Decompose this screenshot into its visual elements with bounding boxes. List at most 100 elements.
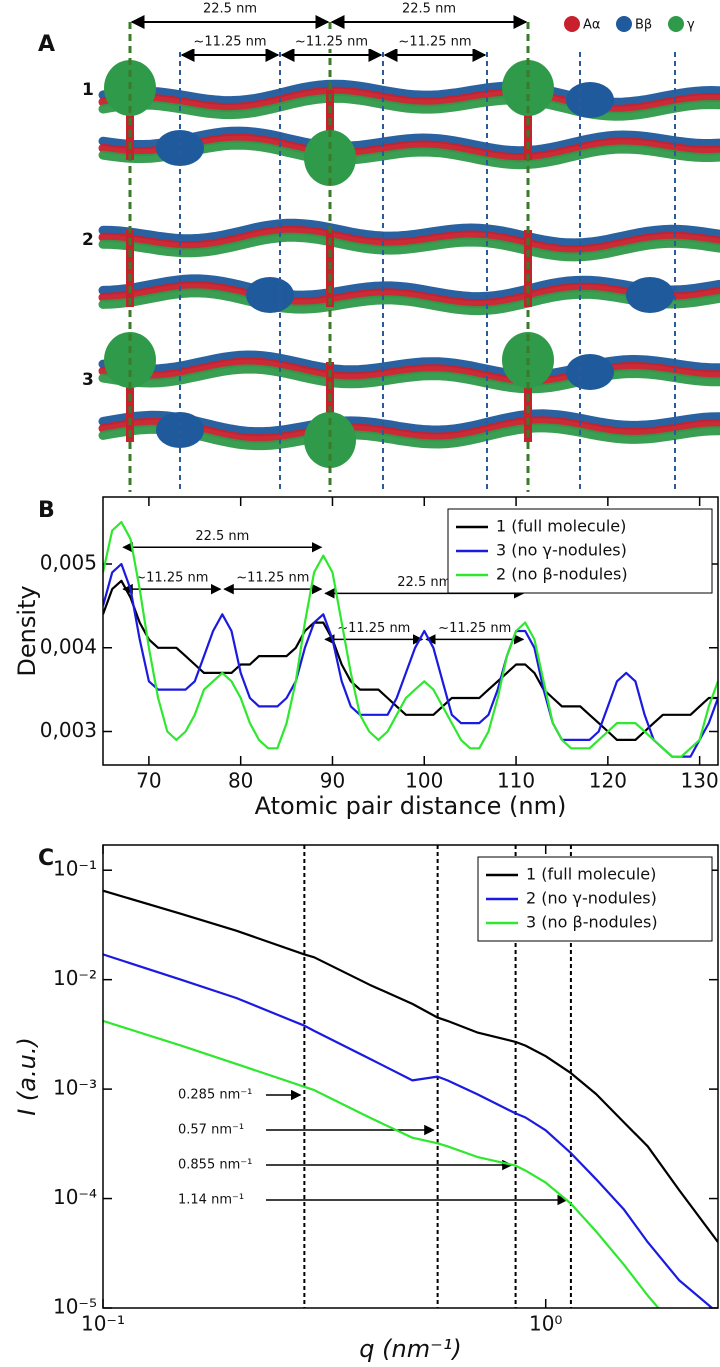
fiber-strand [98, 409, 720, 437]
fiber-strand [98, 274, 720, 302]
label-bg [395, 33, 475, 49]
fiber-strand [98, 86, 720, 114]
row-label: 1 [82, 80, 94, 100]
legend-label: 1 (full molecule) [496, 517, 626, 536]
legend-label: 3 (no β-nodules) [526, 913, 658, 932]
fiber-strand [98, 126, 720, 156]
d-region [326, 362, 334, 442]
x-tick-label: 10⁻¹ [81, 1312, 125, 1336]
label-bg [190, 0, 270, 16]
spacing-label: ~11.25 nm [193, 35, 266, 50]
beta-nodule [566, 354, 614, 390]
x-axis-label: Atomic pair distance (nm) [255, 792, 567, 820]
legend-box [447, 508, 713, 594]
row-label: 3 [82, 370, 94, 390]
annotation-label: 22.5 nm [195, 529, 249, 544]
beta-nodule [246, 277, 294, 313]
annotation-label: ~11.25 nm [337, 621, 410, 636]
fiber-strand [98, 350, 720, 380]
beta-nodule [566, 82, 614, 118]
spacing-label: 22.5 nm [402, 2, 456, 17]
fiber-strand [98, 218, 720, 248]
fiber-strand [98, 225, 720, 255]
beta-nodule [626, 277, 674, 313]
y-tick-label: 10⁻⁴ [53, 1185, 97, 1209]
panel-label: B [38, 498, 55, 523]
legend-label: 3 (no γ-nodules) [496, 541, 627, 560]
legend-label: 2 (no γ-nodules) [526, 889, 657, 908]
label-bg [389, 0, 469, 16]
annotation-label: 0.285 nm⁻¹ [178, 1088, 252, 1103]
d-region [326, 90, 334, 160]
chart-0: B 70 80 90 100 110 120 130 0,003 0,004 0,005 Atomic… [13, 496, 719, 820]
x-tick-label: 100 [405, 769, 443, 793]
annotation-label: 22.5 nm [397, 575, 451, 590]
annotation-label: 0.57 nm⁻¹ [178, 1123, 244, 1138]
legend-swatch [564, 16, 580, 32]
legend-label: 2 (no β-nodules) [496, 565, 628, 584]
fiber-strand [98, 288, 720, 316]
label-bg [291, 33, 372, 49]
x-axis-label: q (nm⁻¹) [359, 1335, 461, 1363]
d-region [524, 90, 532, 160]
y-tick-label: 0,005 [40, 551, 97, 575]
y-tick-label: 0,003 [40, 718, 97, 742]
fiber-strand [98, 281, 720, 309]
d-region [126, 362, 134, 442]
y-tick-label: 10⁻³ [53, 1076, 97, 1100]
spacing-label: 22.5 nm [203, 2, 257, 17]
legend-label: γ [687, 18, 695, 33]
series-line [103, 1019, 660, 1308]
y-axis-label: I (a.u.) [13, 1037, 41, 1116]
series-group [103, 889, 718, 1308]
row-label: 2 [82, 230, 94, 250]
x-tick-label: 70 [136, 769, 161, 793]
legend-label: Bβ [635, 18, 652, 33]
annotation-label: ~11.25 nm [236, 571, 309, 586]
fiber-strand [98, 364, 720, 394]
annotation-label: 1.14 nm⁻¹ [178, 1193, 244, 1208]
y-tick-label: 10⁻² [53, 966, 97, 990]
beta-nodule [156, 130, 204, 166]
y-tick-label: 10⁻¹ [53, 857, 97, 881]
spacing-label: ~11.25 nm [295, 35, 368, 50]
y-tick-label: 0,004 [40, 634, 97, 658]
x-tick-label: 110 [497, 769, 535, 793]
fiber-strand [98, 232, 720, 262]
panel-label: C [38, 846, 54, 871]
plot-frame [102, 844, 719, 1309]
plot-frame [102, 496, 719, 766]
y-axis-label: Density [13, 585, 41, 676]
gamma-nodule [304, 412, 356, 468]
series-group [103, 521, 718, 758]
series-line [103, 562, 718, 758]
fiber-strand [98, 416, 720, 444]
panel-a: 1 2 3 22.5 nm 22.5 nm ~11.25 nm ~11.25 nm ~11.2… [82, 0, 720, 492]
legend-label: Aα [583, 18, 600, 33]
fiber-strand [98, 133, 720, 163]
x-tick-label: 10⁰ [529, 1312, 562, 1336]
fiber-strand [98, 79, 720, 107]
legend-swatch [616, 16, 632, 32]
fiber-strand [98, 140, 720, 170]
x-tick-label: 80 [228, 769, 253, 793]
d-region [524, 362, 532, 442]
annotation-label: 0.855 nm⁻¹ [178, 1158, 252, 1173]
legend-swatch [668, 16, 684, 32]
fiber-strand [98, 357, 720, 387]
annotation-label: ~11.25 nm [438, 621, 511, 636]
series-line [103, 579, 718, 741]
x-tick-label: 90 [320, 769, 345, 793]
y-tick-label: 10⁻⁵ [53, 1295, 97, 1319]
series-line [103, 521, 718, 758]
label-bg [190, 33, 270, 49]
d-region [126, 90, 134, 160]
fiber-strand [98, 93, 720, 121]
annotation-label: ~11.25 nm [135, 571, 208, 586]
x-tick-label: 130 [681, 769, 719, 793]
x-tick-label: 120 [589, 769, 627, 793]
fiber-strand [98, 423, 720, 451]
series-line [103, 953, 714, 1308]
